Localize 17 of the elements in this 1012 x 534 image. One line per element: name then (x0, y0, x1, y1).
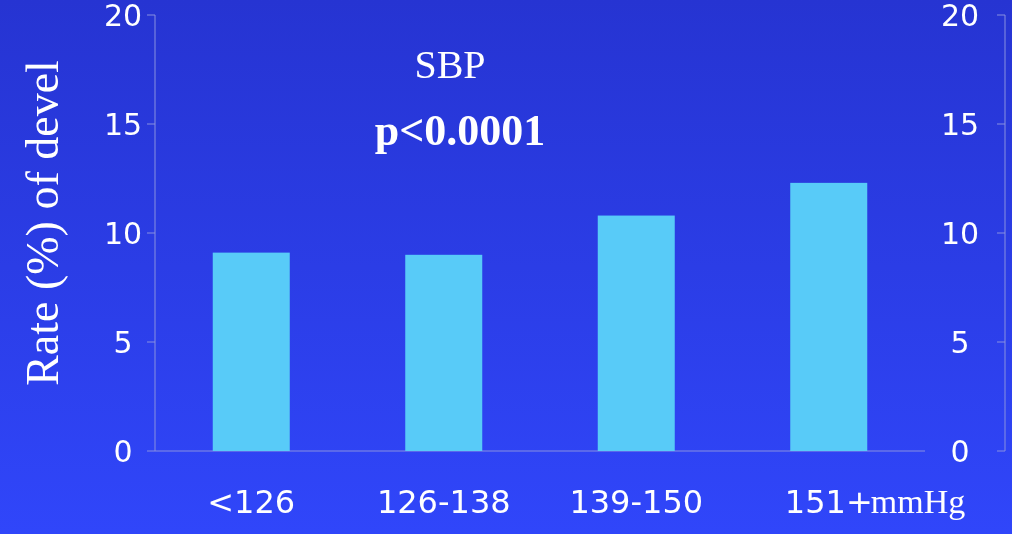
y-tick-label: 0 (113, 433, 133, 469)
y2-tick-label: 15 (940, 106, 980, 142)
x-axis-title: mmHg (870, 483, 966, 520)
text: SBP (414, 42, 486, 87)
x-tick-label: 139-150 (569, 483, 704, 521)
y2-tick-label: 0 (950, 433, 970, 469)
y-tick-label: 5 (113, 324, 133, 360)
y-tick-label: 20 (103, 0, 143, 33)
y-axis-title: Rate (%) of devel (17, 60, 68, 386)
y2-tick-label: 20 (940, 0, 980, 33)
y-tick-label: 10 (103, 215, 143, 251)
x-tick-label: 126-138 (376, 483, 511, 521)
x-tick-label: <126 (207, 483, 296, 521)
annotation: p<0.0001 (374, 106, 546, 155)
y2-tick-label: 5 (950, 324, 970, 360)
y-tick-label: 15 (103, 106, 143, 142)
y2-tick-label: 10 (940, 215, 980, 251)
